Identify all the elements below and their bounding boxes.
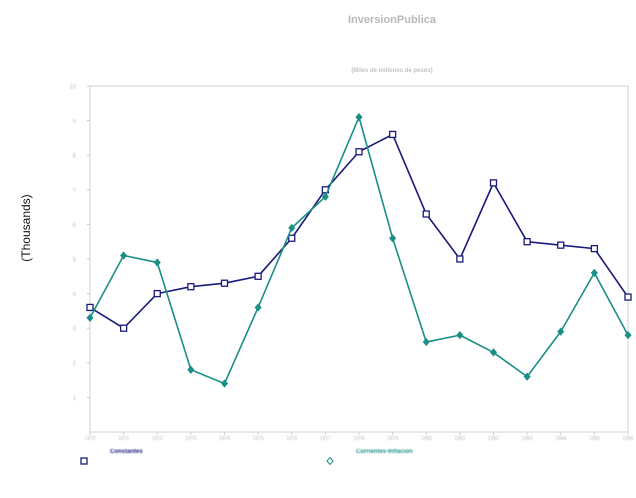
x-tick-label: 1982 (488, 436, 499, 442)
x-tick-label: 1971 (118, 436, 129, 442)
y-tick-label: 8 (73, 154, 77, 160)
y-tick-label: 3 (73, 327, 77, 333)
data-point (557, 327, 565, 336)
x-tick-label: 1984 (555, 436, 566, 442)
data-point (456, 255, 464, 263)
data-point (120, 251, 128, 260)
data-point (523, 372, 531, 381)
data-point (355, 113, 363, 122)
y-tick-label: 7 (73, 188, 77, 194)
chart-title: InversionPublica (348, 14, 437, 26)
data-point (489, 348, 498, 357)
y-tick-label: 6 (73, 223, 77, 229)
data-point (355, 148, 363, 156)
data-point (288, 234, 296, 242)
data-point (153, 289, 161, 298)
x-tick-label: 1977 (320, 436, 331, 442)
data-point (254, 272, 262, 280)
x-tick-label: 1979 (387, 436, 398, 442)
plot-area-frame (89, 85, 629, 433)
x-tick-label: 1978 (353, 436, 364, 442)
y-tick-label: 9 (73, 119, 77, 125)
x-tick-label: 1985 (589, 436, 600, 442)
data-point (187, 365, 195, 374)
x-tick-label: 1970 (84, 436, 95, 442)
data-point (187, 283, 195, 291)
series-line-1 (89, 133, 629, 330)
legend-marker-diamond (326, 456, 334, 466)
x-tick-label: 1974 (219, 436, 230, 442)
legend-marker-square (80, 457, 88, 465)
data-point (321, 192, 329, 201)
x-tick-label: 1983 (522, 436, 533, 442)
data-point (389, 234, 397, 243)
x-tick-label: 1986 (622, 436, 633, 442)
data-point (489, 179, 498, 187)
data-point (422, 337, 430, 347)
data-point (288, 223, 296, 232)
series-line-2 (89, 116, 629, 385)
x-tick-label: 1980 (421, 436, 432, 442)
data-point (456, 331, 464, 340)
x-tick-label: 1975 (253, 436, 264, 442)
y-tick-label: 5 (73, 258, 77, 264)
legend-label: Constantes (110, 449, 143, 455)
data-point (422, 210, 430, 218)
x-ticks: 1970 1971 1972 1973 1974 1975 1976 1977 1978 1979… (84, 432, 634, 442)
data-point (624, 293, 632, 301)
y-axis-label: (Thousands) (19, 194, 33, 261)
x-tick-label: 1976 (286, 436, 297, 442)
y-tick-label: 2 (73, 361, 77, 367)
series-group (86, 113, 632, 388)
data-point (153, 258, 161, 267)
y-tick-label: 1 (73, 396, 77, 402)
data-point (220, 379, 229, 388)
chart-subtitle: (Miles de millones de pesos) (351, 68, 432, 74)
data-point (119, 324, 128, 332)
legend-label: Corrientes-Inflacion (356, 449, 413, 455)
data-point (590, 244, 599, 253)
y-tick-label: 10 (69, 85, 76, 91)
y-ticks: 1 2 3 4 5 6 7 8 9 10 (69, 85, 90, 402)
legend: Constantes Corrientes-Inflacion (80, 449, 413, 466)
y-tick-label: 4 (73, 292, 77, 298)
x-tick-label: 1973 (185, 436, 196, 442)
data-point (557, 241, 565, 249)
data-point (220, 279, 229, 287)
data-point (624, 331, 632, 340)
x-tick-label: 1972 (152, 436, 163, 442)
data-point (86, 313, 94, 322)
data-point (388, 130, 397, 139)
data-point (86, 303, 94, 312)
data-point (590, 268, 598, 277)
data-point (523, 238, 531, 246)
x-tick-label: 1981 (454, 436, 465, 442)
data-point (254, 303, 262, 312)
